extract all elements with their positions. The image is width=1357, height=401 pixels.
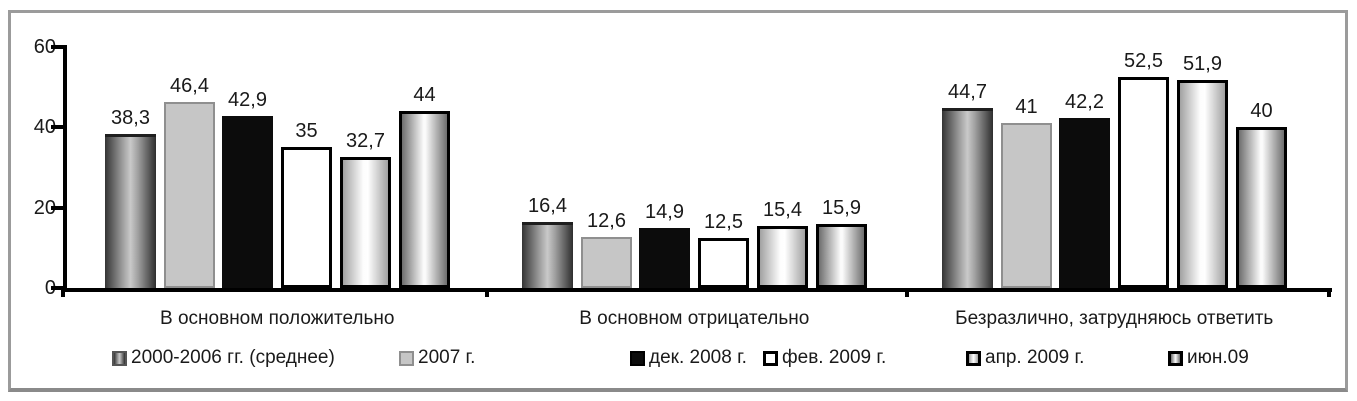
legend-swatch [1168,350,1183,366]
legend-item: апр. 2009 г. [966,348,1084,368]
bar [639,228,690,288]
category-label: В основном положительно [160,308,395,329]
y-axis-tick [51,125,63,130]
bar [581,237,632,288]
bar-value-label: 52,5 [1124,50,1163,72]
bar-value-label: 38,3 [111,107,150,129]
bar [105,134,156,288]
bar [1177,80,1228,288]
bar-value-label: 15,4 [763,199,802,221]
legend-swatch [763,350,778,366]
legend-item: дек. 2008 г. [630,348,747,368]
bar-value-label: 41 [1015,96,1038,118]
legend-item: июн.09 [1168,348,1249,368]
bar-value-label: 51,9 [1183,53,1222,75]
bar [1001,123,1052,288]
bar [522,222,573,288]
category-label: Безразлично, затрудняюсь ответить [955,308,1274,329]
bar [340,157,391,288]
bar-value-label: 44 [413,84,436,106]
bar [1118,77,1169,288]
y-axis-label: 40 [33,116,56,139]
y-axis-tick [51,45,63,49]
bar-value-label: 42,2 [1065,91,1104,113]
legend-swatch [966,350,981,366]
bar-value-label: 12,5 [704,211,743,233]
legend-label: апр. 2009 г. [985,347,1085,368]
x-axis-separator-tick [485,288,489,297]
bar-value-label: 12,6 [587,210,626,232]
y-axis-tick [51,286,63,290]
legend-item: 2000-2006 гг. (среднее) [112,348,335,368]
bar [399,111,450,288]
bar-value-label: 16,4 [528,195,567,217]
bar-value-label: 42,9 [228,89,267,111]
legend-item: 2007 г. [399,348,475,368]
legend-swatch [112,350,127,366]
bar-value-label: 46,4 [170,75,209,97]
y-axis-label: 60 [33,36,56,58]
y-axis-label: 20 [33,196,56,219]
legend-label: фев. 2009 г. [782,347,887,368]
legend-label: 2000-2006 гг. (среднее) [131,347,335,368]
x-axis-line [63,288,1332,292]
legend-label: 2007 г. [418,347,476,368]
bar-value-label: 15,9 [822,197,861,219]
bar [164,102,215,288]
bar [1059,118,1110,288]
x-axis-separator-tick [61,288,65,297]
category-label: В основном отрицательно [579,308,810,329]
legend-swatch [630,350,645,366]
y-axis-line [63,45,67,292]
bar [281,147,332,288]
bar-value-label: 35 [295,120,318,142]
bar [816,224,867,288]
bar-value-label: 40 [1250,100,1273,122]
bar [222,116,273,288]
x-axis-separator-tick [1327,288,1331,297]
bar-value-label: 14,9 [645,201,684,223]
y-axis-tick [51,205,63,210]
bar [942,108,993,288]
bar [757,226,808,288]
x-axis-separator-tick [905,288,909,297]
bar [698,238,749,288]
legend-label: дек. 2008 г. [649,347,747,368]
bar-value-label: 32,7 [346,130,385,152]
legend-item: фев. 2009 г. [763,348,886,368]
y-axis-label: 0 [16,277,56,299]
bar-value-label: 44,7 [948,81,987,103]
legend-swatch [399,350,414,366]
legend-label: июн.09 [1187,347,1249,368]
bar [1236,127,1287,288]
